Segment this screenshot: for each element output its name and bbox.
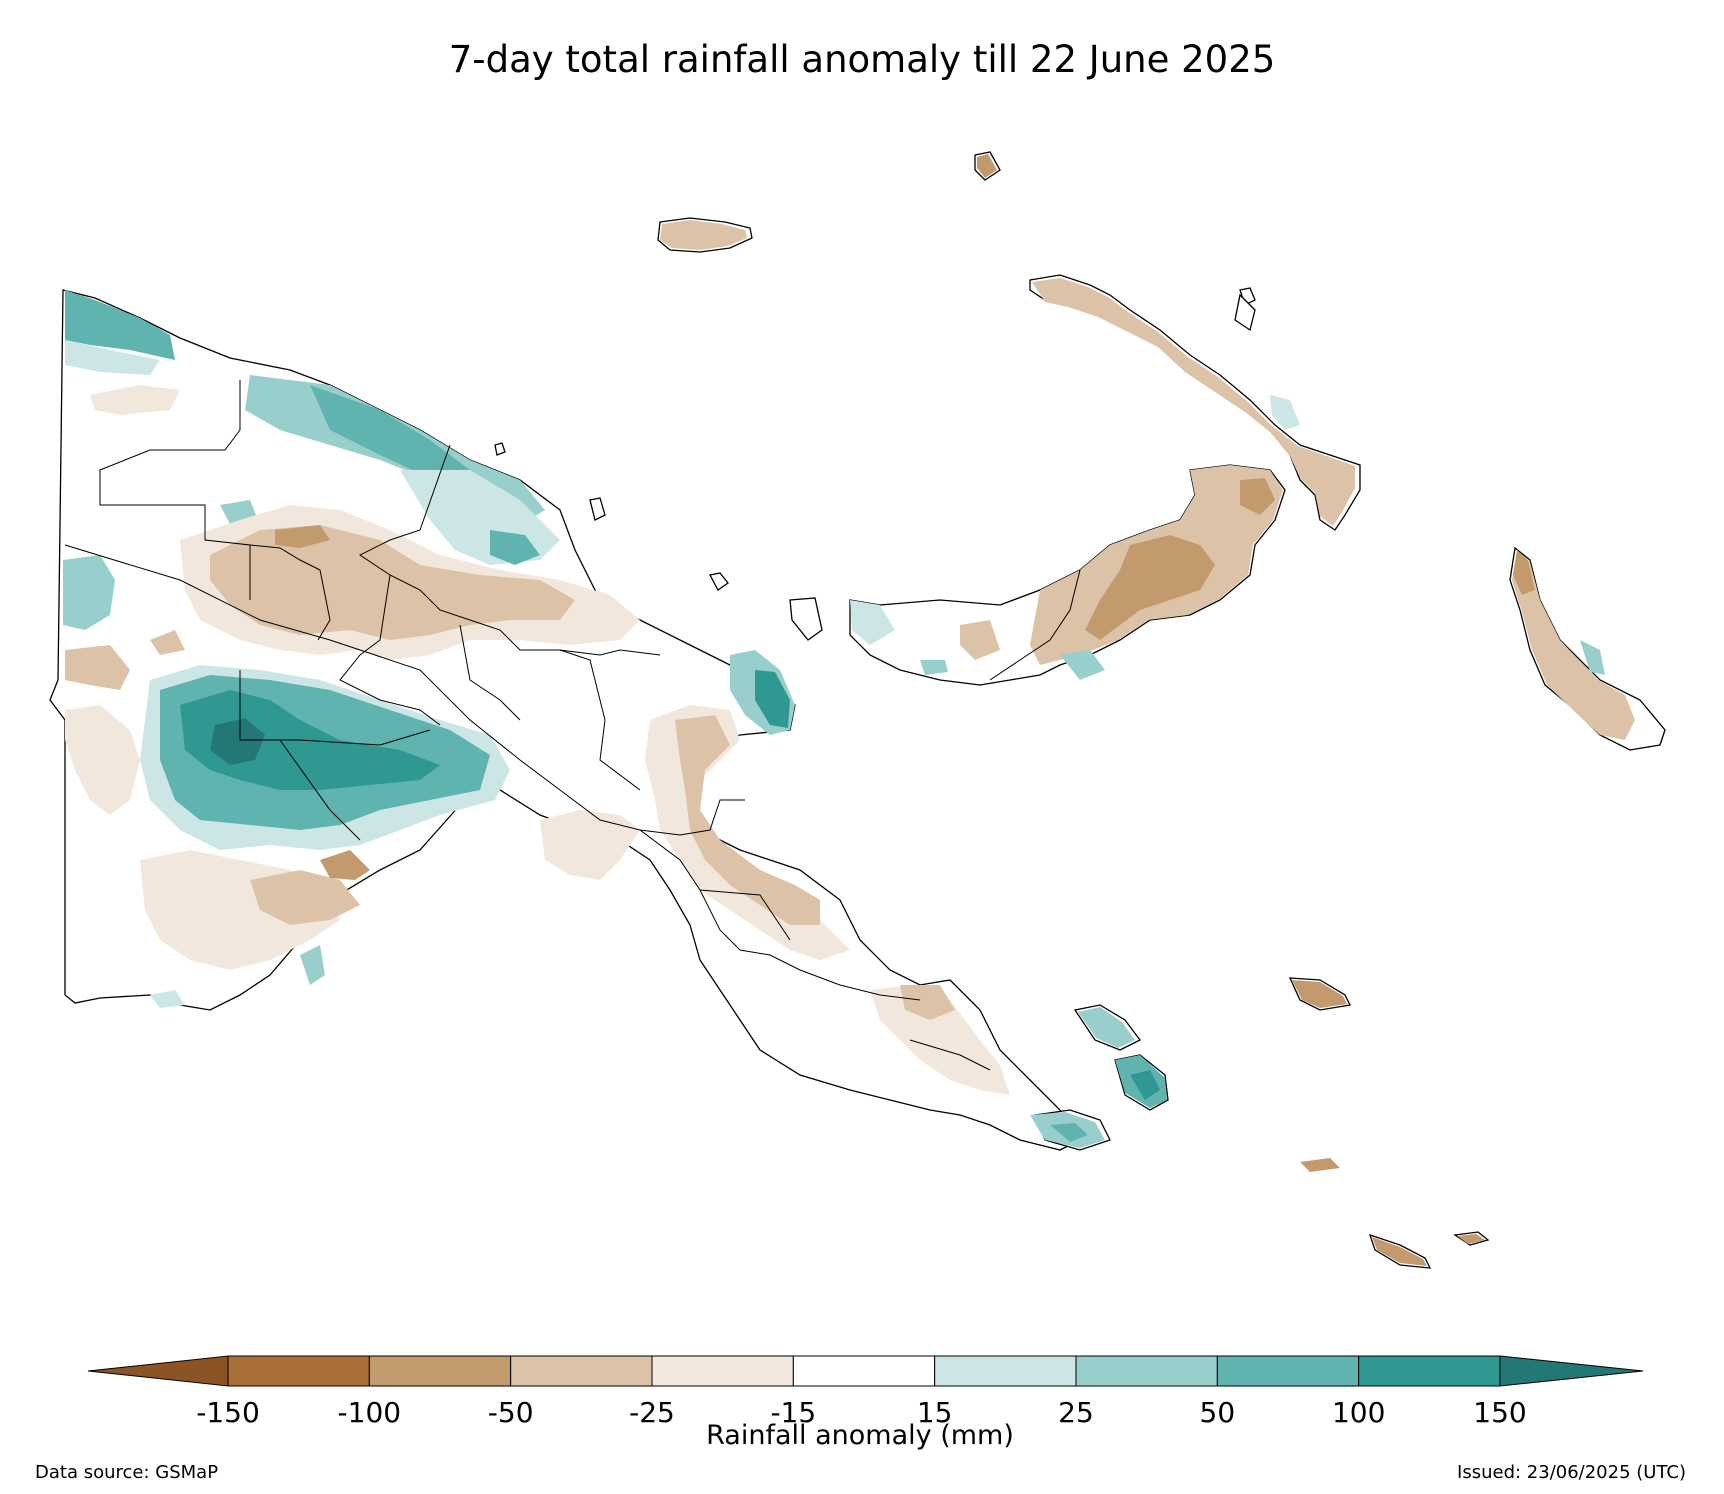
- colorbar-tick-label: -25: [629, 1396, 675, 1429]
- colorbar-bin: [510, 1355, 653, 1387]
- colorbar-bin: [934, 1355, 1077, 1387]
- anomaly-contours: [63, 154, 1635, 1266]
- colorbar-tick-label: 50: [1200, 1396, 1236, 1429]
- colorbar-tick-label: -15: [770, 1396, 816, 1429]
- colorbar-label: Rainfall anomaly (mm): [706, 1420, 1014, 1451]
- colorbar-bin: [227, 1355, 370, 1387]
- colorbar-tick-label: -100: [338, 1396, 402, 1429]
- colorbar-bin: [651, 1355, 794, 1387]
- colorbar-extend-low: [87, 1355, 229, 1387]
- data-source: Data source: GSMaP: [35, 1462, 219, 1483]
- colorbar-bin: [792, 1355, 936, 1387]
- colorbar-bin: [1075, 1355, 1218, 1387]
- colorbar-tick-label: 100: [1332, 1396, 1385, 1429]
- colorbar-bin: [368, 1355, 512, 1387]
- colorbar-extend-high: [1499, 1355, 1644, 1387]
- province-boundaries: [64, 380, 1081, 1071]
- colorbar-tick-label: 25: [1058, 1396, 1094, 1429]
- colorbar-bin: [1216, 1355, 1360, 1387]
- colorbar-tick-label: -50: [488, 1396, 534, 1429]
- colorbar-bin: [1358, 1355, 1501, 1387]
- issued-date: Issued: 23/06/2025 (UTC): [1457, 1462, 1686, 1483]
- colorbar: -150 -100 -50 -25 -15 15 25 50 100 150: [87, 1355, 1644, 1429]
- colorbar-tick-label: 150: [1473, 1396, 1526, 1429]
- colorbar-tick-label: 15: [917, 1396, 953, 1429]
- colorbar-tick-label: -150: [196, 1396, 260, 1429]
- map-title: 7-day total rainfall anomaly till 22 Jun…: [448, 38, 1276, 81]
